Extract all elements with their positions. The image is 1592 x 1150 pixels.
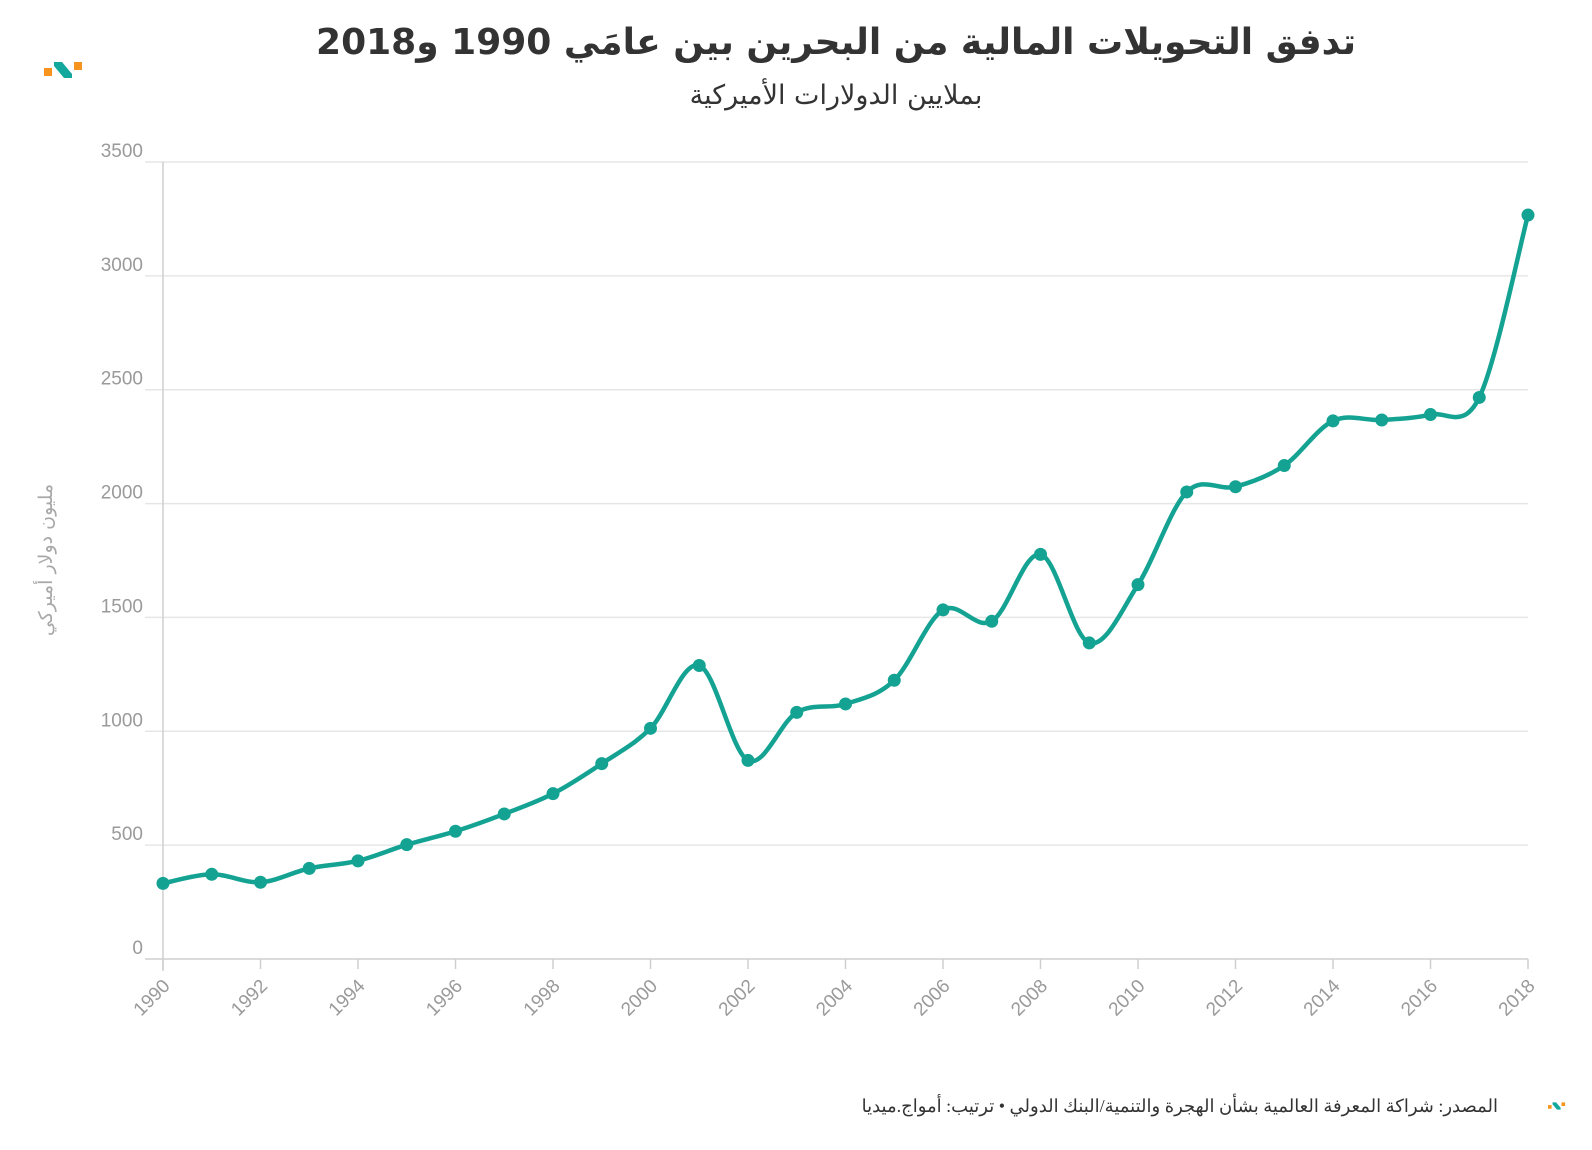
data-point-2015[interactable] xyxy=(1375,413,1389,427)
data-point-2000[interactable] xyxy=(644,721,657,735)
y-tick-label: 500 xyxy=(111,824,143,845)
data-point-2004[interactable] xyxy=(839,697,852,711)
x-tick-label: 2014 xyxy=(1300,975,1345,1020)
data-point-1991[interactable] xyxy=(205,867,219,881)
data-point-1998[interactable] xyxy=(546,787,560,801)
grid-lines xyxy=(145,161,1528,971)
x-tick-label: 2000 xyxy=(617,976,662,1021)
data-point-2002[interactable] xyxy=(741,753,755,767)
amwaj-logo-small-icon xyxy=(1548,1102,1566,1110)
data-point-1994[interactable] xyxy=(351,854,365,868)
data-point-2006[interactable] xyxy=(936,603,950,617)
data-point-2014[interactable] xyxy=(1326,414,1340,428)
data-point-2010[interactable] xyxy=(1131,578,1145,592)
x-tick-label: 2004 xyxy=(812,975,857,1020)
data-point-1995[interactable] xyxy=(400,838,414,852)
data-point-2018[interactable] xyxy=(1521,208,1535,222)
x-axis: 1990 1992 1994 1996 1998 2000 2002 2004 2006 2008… xyxy=(130,959,1540,1020)
x-tick-label: 2002 xyxy=(715,976,760,1021)
data-point-2007[interactable] xyxy=(985,614,999,628)
x-tick-label: 2010 xyxy=(1105,976,1150,1021)
data-point-1997[interactable] xyxy=(497,807,511,821)
data-point-1992[interactable] xyxy=(254,875,267,889)
x-tick-label: 2012 xyxy=(1202,976,1247,1021)
data-point-2012[interactable] xyxy=(1229,480,1242,494)
amwaj-logo-icon xyxy=(44,62,82,78)
y-tick-label: 0 xyxy=(132,938,143,959)
y-tick-label: 1500 xyxy=(101,596,143,617)
x-tick-label: 1998 xyxy=(520,976,565,1021)
data-point-2003[interactable] xyxy=(790,705,804,719)
data-point-1996[interactable] xyxy=(449,824,462,838)
x-tick-label: 2018 xyxy=(1495,976,1540,1021)
x-tick-label: 1990 xyxy=(130,976,175,1021)
data-points xyxy=(156,208,1535,890)
data-point-2001[interactable] xyxy=(692,658,706,672)
data-point-2013[interactable] xyxy=(1277,459,1291,473)
data-point-2008[interactable] xyxy=(1034,547,1047,561)
x-tick-label: 1994 xyxy=(325,975,370,1020)
data-point-2016[interactable] xyxy=(1424,408,1437,422)
chart-subtitle: بملايين الدولارات الأميركية xyxy=(689,80,983,111)
y-axis-label: مليون دولار أميركي xyxy=(33,484,57,636)
y-axis: 0 500 1000 1500 2000 2500 3000 3500 xyxy=(101,141,143,959)
y-tick-label: 2000 xyxy=(101,483,143,504)
data-point-2009[interactable] xyxy=(1082,636,1096,650)
data-point-2017[interactable] xyxy=(1472,390,1486,404)
y-tick-label: 3500 xyxy=(101,141,143,162)
x-tick-label: 2008 xyxy=(1007,976,1052,1021)
x-tick-label: 1992 xyxy=(227,976,272,1021)
x-tick-label: 2006 xyxy=(910,976,955,1021)
data-point-2005[interactable] xyxy=(887,673,901,687)
chart-title: تدفق التحويلات المالية من البحرين بين عا… xyxy=(316,22,1356,63)
y-tick-label: 3000 xyxy=(101,255,143,276)
data-point-1990[interactable] xyxy=(156,876,170,890)
data-point-1993[interactable] xyxy=(302,861,316,875)
x-tick-label: 2016 xyxy=(1397,976,1442,1021)
data-point-1999[interactable] xyxy=(595,757,609,771)
data-point-2011[interactable] xyxy=(1180,485,1194,499)
x-tick-label: 1996 xyxy=(422,976,467,1021)
source-footer: المصدر: شراكة المعرفة العالمية بشأن الهج… xyxy=(861,1096,1498,1116)
series-line xyxy=(160,212,1531,886)
y-tick-label: 1000 xyxy=(101,710,143,731)
y-tick-label: 2500 xyxy=(101,369,143,390)
